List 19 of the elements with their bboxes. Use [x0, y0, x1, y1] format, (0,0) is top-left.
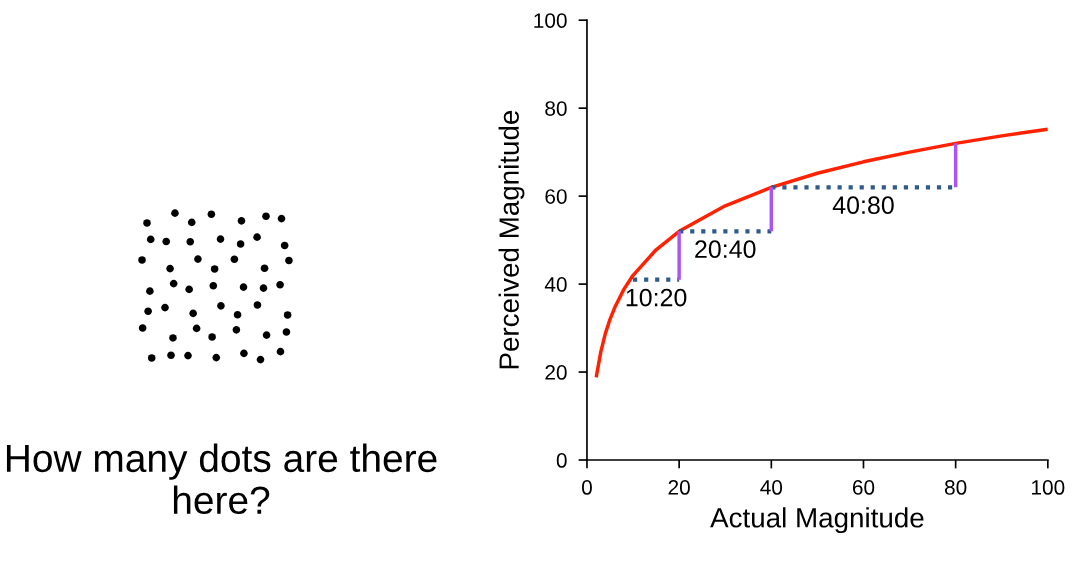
annotation: 10:20	[626, 288, 687, 307]
annotation: 20:40	[695, 240, 756, 259]
x-tick-label: 60	[852, 480, 875, 495]
annotation: 40:80	[832, 196, 894, 215]
x-tick-label: 0	[581, 480, 592, 495]
y-tick-label: 40	[544, 277, 567, 292]
y-tick-label: 100	[534, 13, 567, 28]
x-tick-label: 80	[944, 480, 967, 495]
text: How many dots are there here?	[6, 443, 437, 515]
y-tick-label: 80	[545, 101, 567, 116]
y-tick-label: 60	[545, 189, 567, 204]
y-tick-label: 0	[556, 453, 567, 468]
y-axis-title: Perceived Magnitude	[498, 110, 525, 369]
x-tick-label: 100	[1032, 480, 1065, 495]
line-series	[594, 127, 1048, 380]
x-tick-label: 20	[668, 480, 690, 495]
x-axis-title: Actual Magnitude	[710, 507, 924, 534]
y-tick-label: 20	[545, 365, 567, 380]
x-tick-label: 40	[760, 480, 783, 495]
